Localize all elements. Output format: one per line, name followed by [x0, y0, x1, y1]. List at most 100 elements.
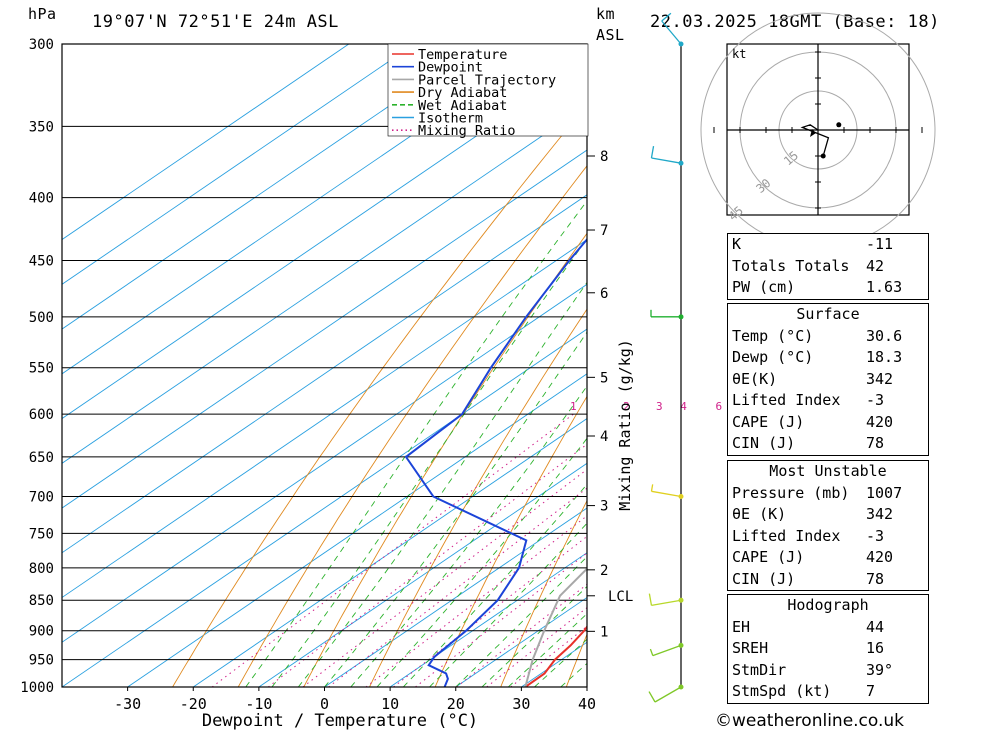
- isotherm-line: [62, 149, 587, 509]
- wet-adiabat-line: [245, 200, 587, 687]
- mixing-ratio-line: [365, 515, 587, 687]
- dry-adiabat-line: [303, 232, 587, 687]
- dry-adiabat-line: [500, 499, 587, 687]
- wind-level-marker: [678, 160, 684, 166]
- km-tick-label: 8: [600, 149, 608, 165]
- mixing-ratio-line: [267, 443, 587, 687]
- index-row: StmSpd (kt) 7: [732, 682, 876, 700]
- hodograph-unit: kt: [732, 47, 746, 61]
- index-row: Lifted Index -3: [732, 391, 885, 409]
- hodograph-end-point: [820, 153, 826, 159]
- isotherm-line: [62, 44, 350, 241]
- isotherm-line: [62, 239, 587, 599]
- dry-adiabat-line: [369, 308, 587, 687]
- sounding-curves: [404, 237, 587, 687]
- wet-adiabat-line: [271, 238, 587, 687]
- wind-level-marker: [678, 314, 684, 320]
- x-tick-label: 30: [512, 695, 530, 713]
- pressure-tick-label: 500: [29, 310, 54, 326]
- legend-entry-label: Dry Adiabat: [418, 85, 507, 101]
- pressure-tick-label: 450: [29, 254, 54, 270]
- legend-entry-label: Parcel Trajectory: [418, 72, 556, 88]
- isotherm-line: [258, 462, 587, 687]
- index-row: θE(K) 342: [732, 369, 894, 388]
- hodograph-title: Hodograph: [787, 596, 869, 614]
- x-tick-label: 40: [578, 695, 596, 713]
- isotherm-line: [324, 507, 587, 687]
- isotherm-line: [389, 552, 587, 687]
- index-row: PW (cm) 1.63: [732, 278, 903, 296]
- asl-unit-label: ASL: [596, 26, 625, 44]
- pressure-axis: 300 350 400 450 500 550 600 650 700 750 800 850 900 9…: [20, 37, 54, 696]
- km-tick-label: 1: [600, 624, 608, 640]
- km-unit-label: km: [596, 5, 616, 23]
- storm-motion-point: [836, 122, 842, 128]
- most-unstable-title: Most Unstable: [769, 462, 887, 480]
- mixing-ratio-line: [302, 468, 587, 687]
- index-row: K -11: [732, 235, 894, 253]
- wind-barb-staff: [661, 20, 682, 45]
- index-row: Pressure (mb) 1007: [732, 483, 903, 502]
- index-row: CIN (J) 78: [732, 569, 885, 588]
- hodograph-trace: [800, 124, 830, 157]
- index-row: θE (K) 342: [732, 505, 894, 523]
- credit-footer: ©weatheronline.co.uk: [715, 711, 905, 731]
- km-axis: 8 7 6 5 4 3 2 1 LCL: [587, 149, 633, 640]
- indices-basic-table: K -11 Totals Totals 42 PW (cm) 1.63: [727, 233, 929, 300]
- index-row: Lifted Index -3: [732, 526, 885, 545]
- dry-adiabat-line: [172, 104, 587, 687]
- x-axis-title: Dewpoint / Temperature (°C): [202, 711, 478, 731]
- x-tick-label: -20: [180, 695, 207, 713]
- wind-barb-flag: [648, 691, 656, 703]
- x-tick-label: -30: [114, 695, 141, 713]
- legend-entry-label: Isotherm: [418, 111, 483, 127]
- wind-level-marker: [678, 41, 684, 47]
- isotherm-line: [62, 328, 587, 687]
- lcl-label: LCL: [608, 589, 633, 605]
- index-row: Temp (°C) 30.6: [732, 326, 903, 345]
- wind-barb-staff: [654, 686, 682, 703]
- pressure-tick-label: 700: [29, 490, 54, 506]
- mixing-ratio-label: 3: [656, 400, 663, 413]
- pressure-tick-label: 1000: [20, 680, 54, 696]
- wind-barb-flag: [661, 12, 672, 22]
- wind-barb-flag: [648, 593, 653, 606]
- isotherm-line: [127, 373, 587, 687]
- pressure-tick-label: 650: [29, 450, 54, 466]
- km-tick-label: 5: [600, 370, 608, 386]
- temperature-curve: [524, 625, 587, 687]
- isotherm-line: [62, 44, 546, 375]
- pressure-tick-label: 400: [29, 191, 54, 207]
- pressure-tick-label: 750: [29, 526, 54, 542]
- mixing-ratio-axis-title: Mixing Ratio (g/kg): [616, 339, 634, 511]
- wind-barb-staff: [651, 599, 682, 607]
- pressure-tick-label: 850: [29, 593, 54, 609]
- pressure-tick-label: 350: [29, 119, 54, 135]
- wind-barb-staff: [652, 644, 682, 657]
- x-tick-label: 0: [320, 695, 329, 713]
- pressure-tick-label: 950: [29, 653, 54, 669]
- temperature-axis: -30 -20 -10 0 10 20 30 40: [114, 687, 596, 713]
- x-tick-label: 10: [381, 695, 399, 713]
- km-tick-label: 7: [600, 223, 608, 239]
- km-tick-label: 6: [600, 286, 608, 302]
- km-tick-label: 2: [600, 563, 608, 579]
- wind-barb-flag: [650, 146, 655, 159]
- index-row: SREH 16: [732, 639, 885, 657]
- legend-entry-label: Dewpoint: [418, 60, 483, 76]
- pressure-tick-label: 300: [29, 37, 54, 53]
- parcel-trajectory-curve: [524, 567, 587, 687]
- chart-grid: [62, 44, 1000, 687]
- index-row: CIN (J) 78: [732, 434, 885, 452]
- mixing-ratio-line: [211, 413, 574, 687]
- x-tick-label: 20: [447, 695, 465, 713]
- dry-adiabat-line: [960, 44, 1000, 687]
- wet-adiabat-line: [324, 331, 587, 687]
- isotherm-line: [62, 44, 415, 285]
- wind-barb-flag: [649, 648, 654, 656]
- index-row: EH 44: [732, 617, 885, 636]
- index-row: Totals Totals 42: [732, 256, 885, 275]
- mixing-ratio-label: 6: [716, 400, 723, 413]
